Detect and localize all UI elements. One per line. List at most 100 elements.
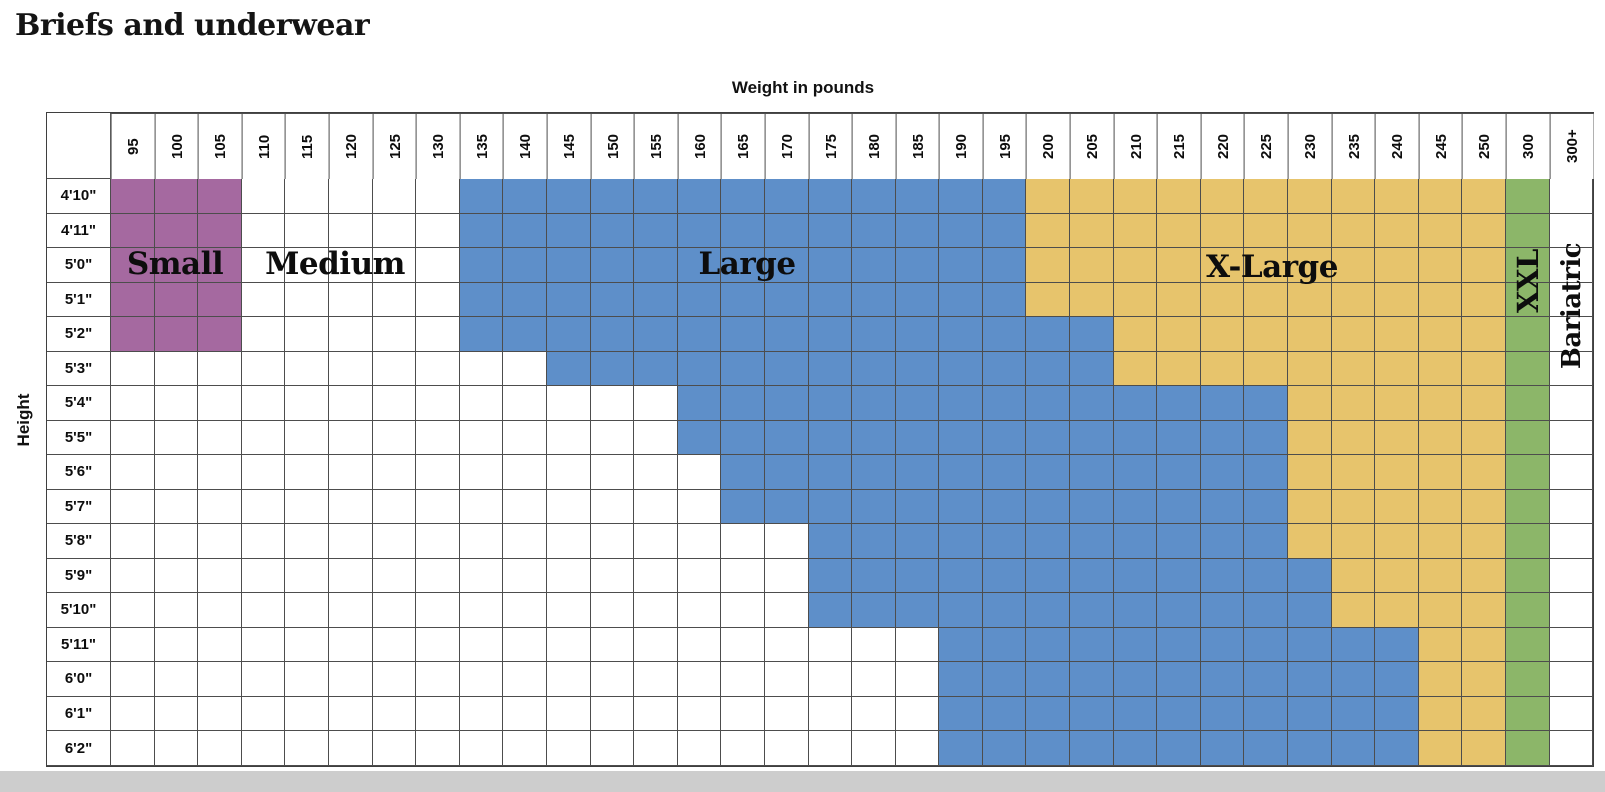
grid-cell-large <box>939 558 983 594</box>
grid-cell-xlarge <box>1200 248 1245 283</box>
grid-cell-small <box>111 213 155 249</box>
grid-cell-xlarge <box>1288 282 1332 318</box>
grid-cell-xlarge <box>1157 213 1201 249</box>
grid-cell-medium <box>590 558 635 594</box>
grid-cell-medium <box>416 248 460 283</box>
grid-cell-large <box>895 179 940 214</box>
grid-cell-bariatric <box>1549 455 1594 490</box>
grid-cell-large <box>1244 662 1289 697</box>
grid-cell-medium <box>285 593 329 628</box>
grid-cell-large <box>1070 731 1114 766</box>
grid-cell-xlarge <box>1462 317 1506 352</box>
grid-cell-xlarge <box>1331 351 1376 387</box>
grid-cell-medium <box>372 489 417 525</box>
grid-cell-xxl <box>1506 351 1550 387</box>
grid-cell-medium <box>241 662 286 697</box>
grid-cell-large <box>808 351 853 387</box>
weight-column-header: 230 <box>1288 113 1332 179</box>
grid-cell-large <box>1200 696 1245 732</box>
grid-cell-medium <box>634 593 678 628</box>
grid-cell-large <box>1070 455 1114 490</box>
grid-cell-xxl <box>1506 558 1550 594</box>
grid-cell-medium <box>546 524 591 559</box>
grid-cell-xlarge <box>1157 351 1201 387</box>
grid-cell-large <box>1113 558 1158 594</box>
grid-cell-xlarge <box>1288 489 1332 525</box>
grid-cell-large <box>982 282 1027 318</box>
grid-cell-xlarge <box>1244 282 1289 318</box>
grid-cell-large <box>939 489 983 525</box>
grid-cell-xxl <box>1506 179 1550 214</box>
grid-cell-large <box>677 351 722 387</box>
grid-cell-large <box>982 179 1027 214</box>
grid-cell-medium <box>328 558 373 594</box>
grid-cell-xlarge <box>1026 179 1071 214</box>
grid-cell-medium <box>241 386 286 421</box>
grid-cell-large <box>982 386 1027 421</box>
grid-cell-medium <box>241 351 286 387</box>
grid-cell-xlarge <box>1462 662 1506 697</box>
grid-cell-xxl <box>1506 317 1550 352</box>
weight-column-header: 205 <box>1070 113 1114 179</box>
grid-cell-large <box>677 386 722 421</box>
grid-cell-large <box>852 179 896 214</box>
grid-cell-xlarge <box>1113 351 1158 387</box>
grid-cell-large <box>1157 420 1201 456</box>
grid-cell-large <box>721 248 765 283</box>
grid-cell-medium <box>111 593 155 628</box>
grid-cell-large <box>1026 489 1071 525</box>
grid-cell-xlarge <box>1418 317 1463 352</box>
grid-cell-medium <box>459 593 504 628</box>
grid-cell-medium <box>154 662 199 697</box>
grid-cell-medium <box>285 179 329 214</box>
grid-cell-xlarge <box>1157 179 1201 214</box>
grid-cell-medium <box>285 213 329 249</box>
grid-cell-xlarge <box>1375 558 1419 594</box>
weight-column-header: 200 <box>1026 113 1071 179</box>
grid-cell-medium <box>634 731 678 766</box>
grid-cell-medium <box>416 282 460 318</box>
grid-cell-xlarge <box>1244 179 1289 214</box>
grid-cell-medium <box>634 627 678 663</box>
weight-column-header: 215 <box>1157 113 1201 179</box>
grid-cell-medium <box>677 662 722 697</box>
grid-cell-xxl <box>1506 489 1550 525</box>
grid-cell-medium <box>808 731 853 766</box>
grid-cell-large <box>1244 593 1289 628</box>
grid-cell-medium <box>546 696 591 732</box>
height-row-label: 5'1" <box>47 282 111 318</box>
grid-cell-large <box>939 317 983 352</box>
weight-column-header: 95 <box>111 113 155 179</box>
grid-cell-medium <box>416 489 460 525</box>
grid-cell-medium <box>328 662 373 697</box>
grid-cell-medium <box>721 696 765 732</box>
grid-cell-medium <box>328 455 373 490</box>
grid-cell-medium <box>372 731 417 766</box>
grid-cell-medium <box>111 420 155 456</box>
grid-cell-xlarge <box>1462 455 1506 490</box>
grid-cell-large <box>503 248 547 283</box>
grid-cell-medium <box>372 248 417 283</box>
grid-cell-large <box>1200 593 1245 628</box>
grid-cell-large <box>459 317 504 352</box>
grid-cell-large <box>1070 524 1114 559</box>
grid-cell-medium <box>198 489 242 525</box>
grid-cell-large <box>1113 420 1158 456</box>
grid-cell-xlarge <box>1200 213 1245 249</box>
grid-cell-large <box>590 179 635 214</box>
grid-cell-xlarge <box>1331 317 1376 352</box>
grid-cell-medium <box>503 558 547 594</box>
grid-cell-medium <box>372 524 417 559</box>
grid-cell-xlarge <box>1462 420 1506 456</box>
grid-cell-xlarge <box>1200 351 1245 387</box>
grid-cell-xlarge <box>1244 351 1289 387</box>
grid-cell-medium <box>590 696 635 732</box>
grid-cell-bariatric <box>1549 179 1594 214</box>
grid-cell-large <box>459 248 504 283</box>
grid-cell-xxl <box>1506 731 1550 766</box>
grid-cell-large <box>634 213 678 249</box>
grid-cell-large <box>1113 731 1158 766</box>
grid-cell-large <box>1113 524 1158 559</box>
grid-cell-large <box>1070 696 1114 732</box>
grid-cell-medium <box>634 662 678 697</box>
